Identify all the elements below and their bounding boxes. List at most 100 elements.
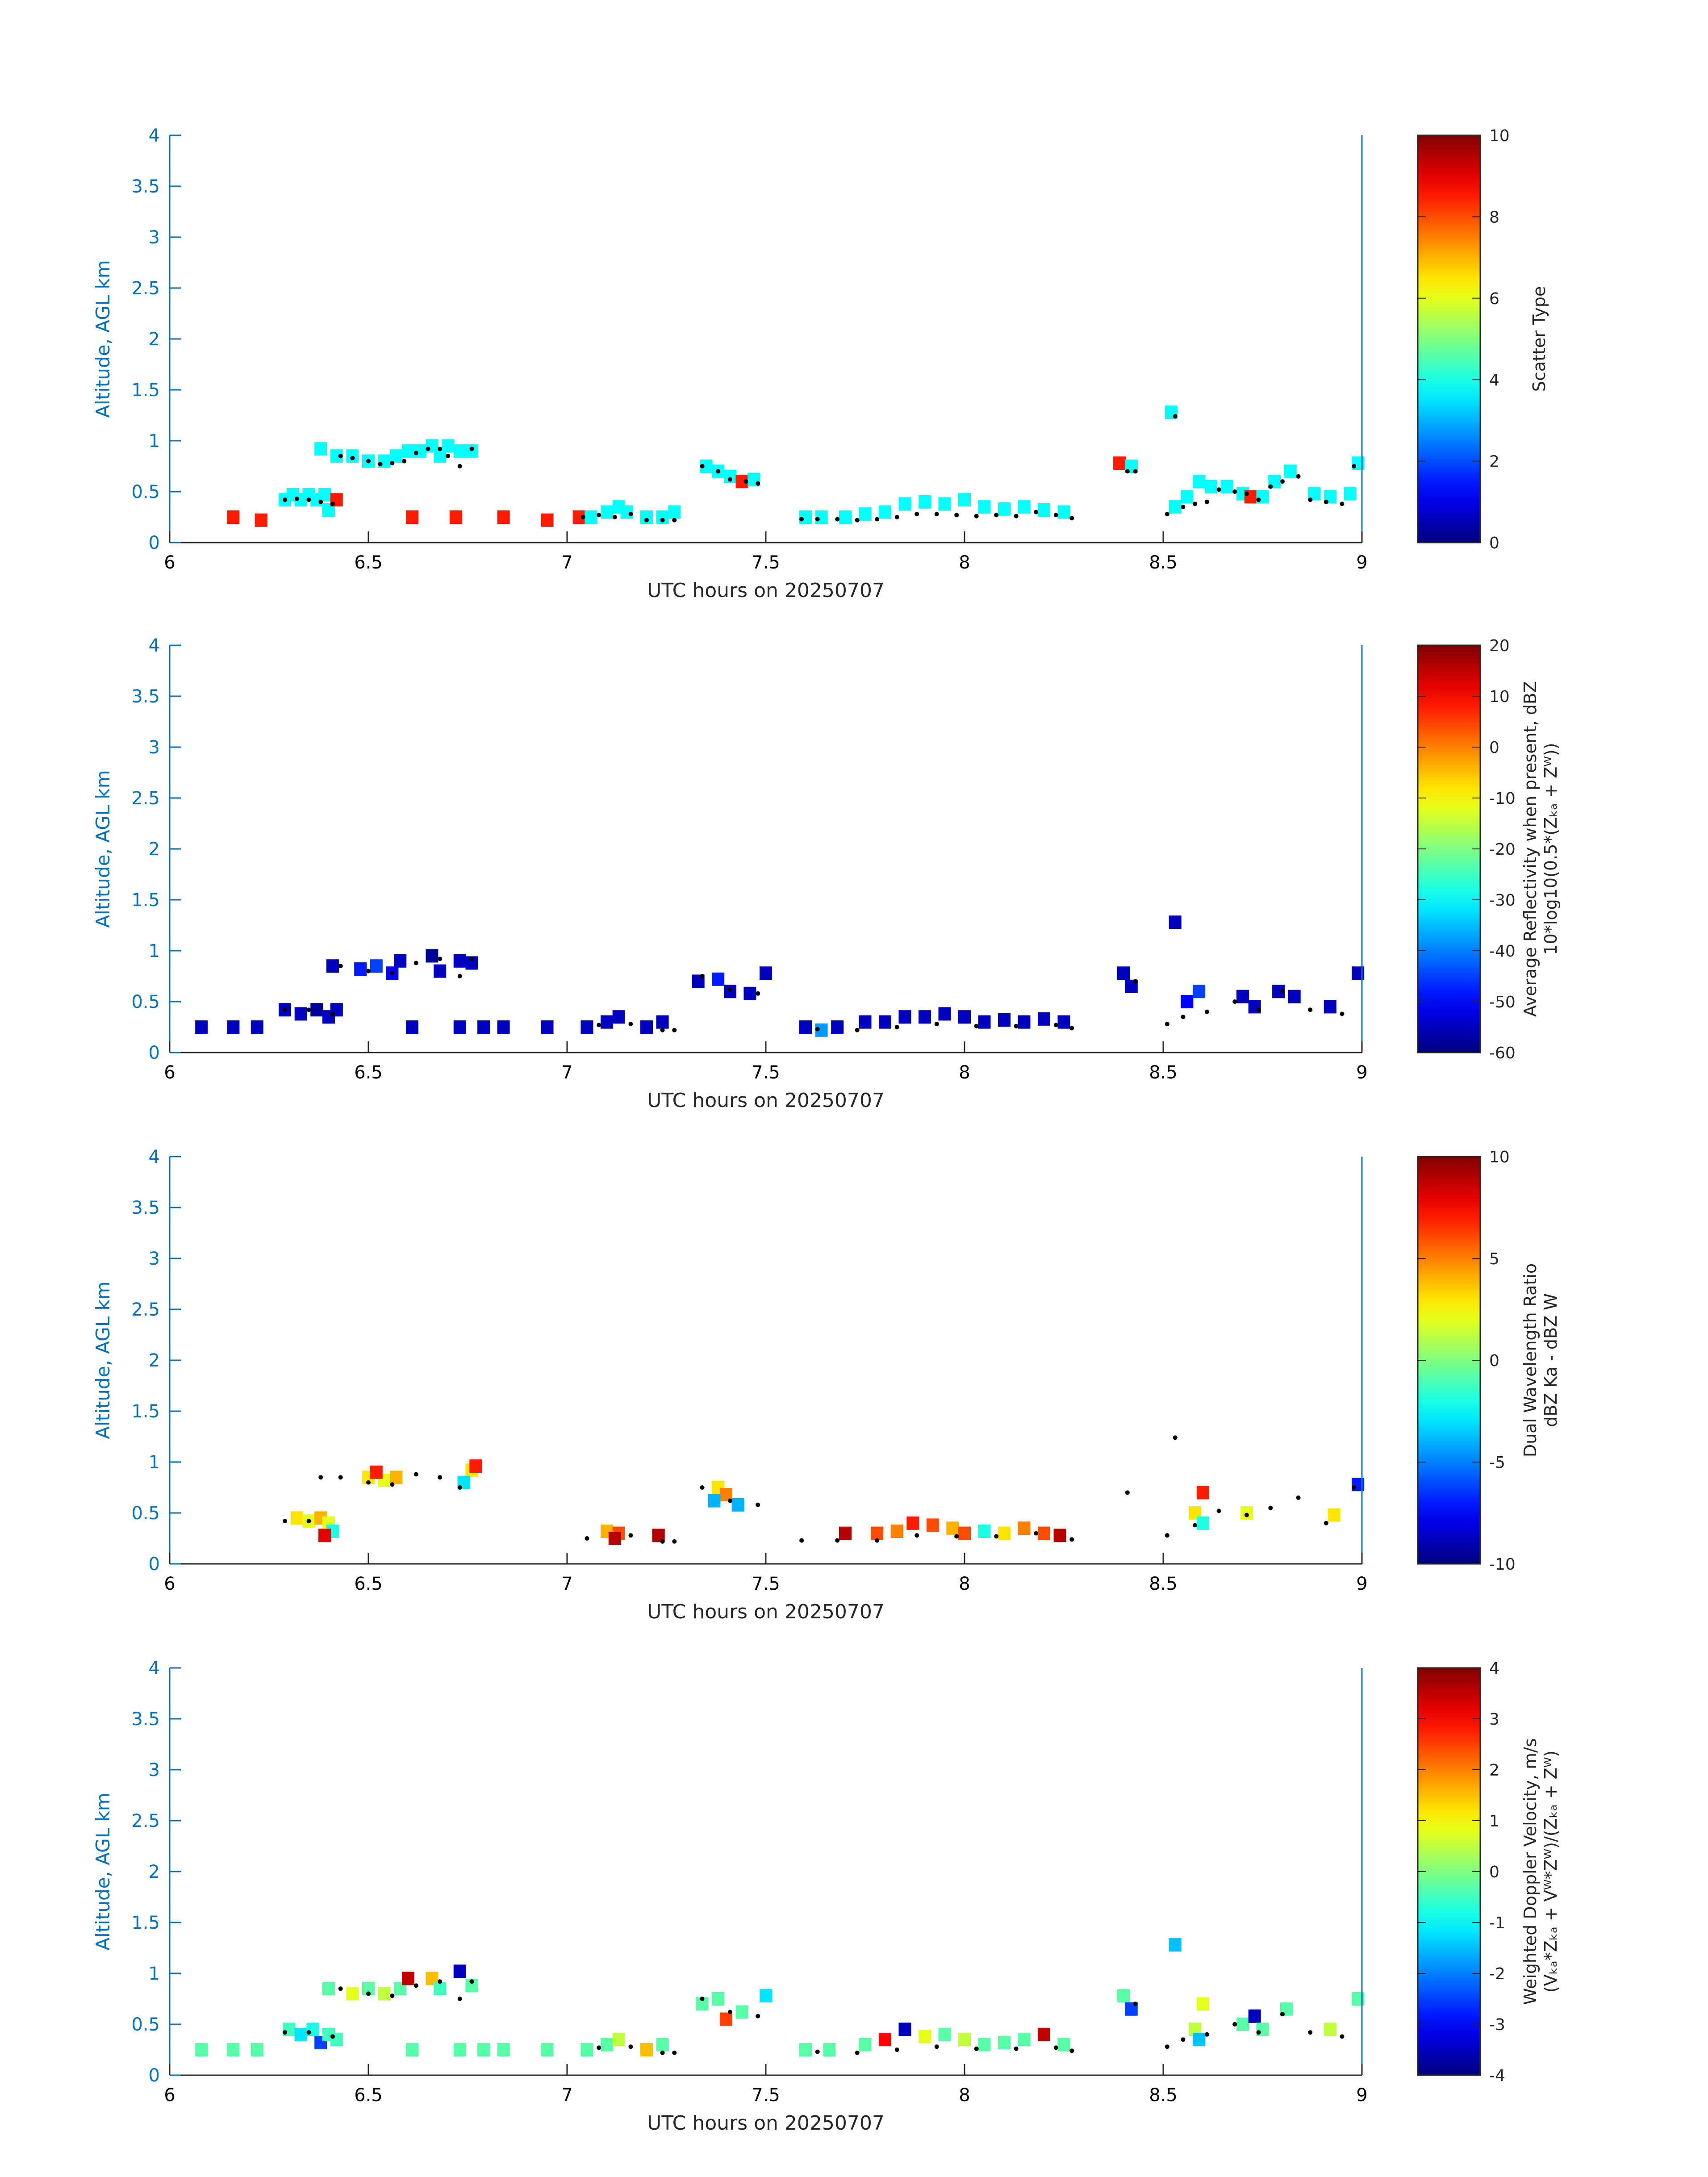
detection-point <box>597 2045 601 2050</box>
detection-point <box>660 1028 665 1032</box>
data-cell <box>405 2043 418 2056</box>
detection-point <box>974 1024 979 1028</box>
data-cell <box>294 2027 307 2041</box>
x-axis-label: UTC hours on 20250707 <box>647 1600 885 1623</box>
detection-point <box>915 1533 919 1538</box>
data-cell <box>612 2033 625 2047</box>
detection-point <box>585 1536 589 1541</box>
data-cell <box>294 1007 307 1021</box>
data-cell <box>978 500 991 514</box>
data-cell <box>731 1498 744 1512</box>
colorbar-tick-label: -10 <box>1489 790 1516 808</box>
y-axis-label: Altitude, AGL km <box>92 1793 114 1950</box>
colorbar-tick-label: -1 <box>1489 1914 1505 1932</box>
detection-point <box>390 971 395 976</box>
detection-point <box>855 518 860 522</box>
x-tick-label: 8.5 <box>1149 2085 1178 2106</box>
data-cell <box>668 505 681 519</box>
detection-point <box>1165 1022 1169 1027</box>
detection-point <box>1173 414 1178 419</box>
detection-point <box>1053 513 1058 518</box>
detection-point <box>1268 484 1273 489</box>
data-cell <box>1169 500 1182 514</box>
data-cell <box>442 439 454 453</box>
data-cell <box>310 1003 323 1017</box>
detection-point <box>1324 499 1328 504</box>
data-cell <box>839 510 852 524</box>
detection-point <box>1296 1495 1301 1500</box>
detection-point <box>1034 510 1039 514</box>
data-cell <box>1193 985 1206 999</box>
x-tick-label: 8 <box>959 1574 970 1594</box>
data-cell <box>612 1010 625 1024</box>
colorbar-label-formula: dBZ Ka - dBZ W <box>1541 1293 1561 1427</box>
data-cell <box>1344 487 1357 501</box>
detection-point <box>413 1983 418 1988</box>
data-cell <box>453 1020 466 1034</box>
detection-point <box>727 1498 732 1503</box>
y-tick-label: 1 <box>149 1452 160 1473</box>
detection-point <box>283 1519 288 1524</box>
y-tick-label: 2 <box>149 1862 160 1882</box>
detection-point <box>994 1534 999 1539</box>
data-cell <box>1193 2033 1206 2047</box>
y-tick-label: 0.5 <box>131 482 160 502</box>
data-cell <box>370 1465 383 1479</box>
data-cell <box>541 513 554 527</box>
detection-point <box>915 512 919 517</box>
detection-point <box>1232 489 1237 494</box>
data-cell <box>998 1526 1011 1540</box>
y-tick-label: 4 <box>149 635 160 656</box>
detection-point <box>366 1991 371 1996</box>
data-cell <box>314 442 327 456</box>
data-cell <box>656 1015 669 1029</box>
data-cell <box>477 2043 490 2056</box>
colorbar-tick-label: -4 <box>1489 2067 1505 2085</box>
detection-point <box>994 513 999 518</box>
detection-point <box>390 461 395 466</box>
data-cell <box>879 2033 891 2047</box>
data-cell <box>898 1010 911 1024</box>
x-tick-label: 6.5 <box>354 1574 383 1594</box>
data-cell <box>712 972 725 986</box>
data-cell <box>708 1494 721 1508</box>
data-cell <box>469 1459 482 1473</box>
data-cell <box>799 1020 812 1034</box>
data-cell <box>1018 2033 1031 2047</box>
y-axis-label: Altitude, AGL km <box>92 260 114 418</box>
detection-point <box>1308 1007 1313 1012</box>
detection-point <box>1125 1490 1130 1495</box>
data-cell <box>1197 1516 1209 1530</box>
data-cell <box>402 444 414 458</box>
detection-point <box>1014 514 1019 518</box>
detection-point <box>457 464 462 468</box>
y-tick-label: 3 <box>149 1249 160 1269</box>
detection-point <box>672 2050 677 2055</box>
detection-point <box>1053 1023 1058 1028</box>
colorbar-label-formula: (Vₖₐ*Zₖₐ + Vᵂ*Zᵂ)/(Zₖₐ + Zᵂ) <box>1541 1751 1561 1993</box>
x-tick-label: 7.5 <box>752 1574 780 1594</box>
x-tick-label: 6.5 <box>354 1062 383 1083</box>
data-cell <box>449 510 462 524</box>
data-cell <box>978 1015 991 1029</box>
data-cell <box>322 1982 335 1996</box>
detection-point <box>672 518 677 522</box>
data-cell <box>227 1020 240 1034</box>
colorbar-tick-label: 0 <box>1489 739 1499 757</box>
data-cell <box>1236 2018 1249 2031</box>
detection-point <box>1069 516 1074 521</box>
data-cell <box>453 444 466 458</box>
data-cell <box>859 1015 872 1029</box>
data-cell <box>370 959 383 973</box>
detection-point <box>306 1007 311 1012</box>
detection-point <box>438 1979 443 1984</box>
x-tick-label: 6 <box>164 1574 175 1594</box>
data-cell <box>839 1526 852 1540</box>
data-cell <box>958 2033 971 2047</box>
colorbar-label-formula: 10*log10(0.5*(Zₖₐ + Zᵂ)) <box>1541 743 1561 955</box>
detection-point <box>366 1480 371 1485</box>
detection-point <box>1280 479 1285 484</box>
data-cell <box>318 1529 331 1542</box>
data-cell <box>879 505 891 519</box>
y-tick-label: 2 <box>149 1350 160 1371</box>
